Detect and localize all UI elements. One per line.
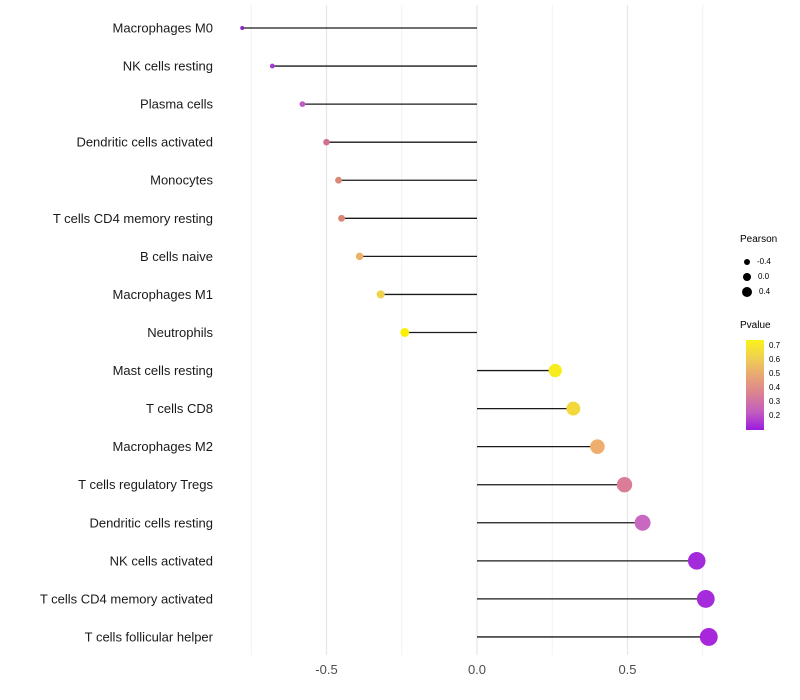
category-label: Neutrophils xyxy=(147,325,213,340)
category-label: T cells CD8 xyxy=(146,401,213,416)
legend-pvalue: Pvalue 0.7 0.6 0.5 0.4 0.3 0.2 xyxy=(740,320,780,430)
x-axis-tick-label: -0.5 xyxy=(315,662,337,677)
category-label: T cells regulatory Tregs xyxy=(78,477,213,492)
category-label: Macrophages M2 xyxy=(113,439,213,454)
pvalue-gradient-bar xyxy=(746,340,764,430)
data-point xyxy=(548,363,562,378)
data-point xyxy=(590,439,605,454)
gradient-tick: 0.5 xyxy=(769,369,781,378)
category-label: Mast cells resting xyxy=(113,363,213,378)
category-label: Dendritic cells activated xyxy=(76,135,213,150)
data-point xyxy=(634,514,651,531)
x-axis-tick-label: 0.5 xyxy=(618,662,636,677)
legend-size-entry: 0.0 xyxy=(740,269,777,284)
legend-pvalue-title: Pvalue xyxy=(740,320,771,331)
legend-size-entry: -0.4 xyxy=(740,254,777,269)
data-point xyxy=(323,138,330,146)
data-point xyxy=(299,101,306,108)
size-label: 0.0 xyxy=(758,272,770,281)
size-label: -0.4 xyxy=(757,257,771,266)
size-dot-large-icon xyxy=(742,286,752,297)
category-label: T cells CD4 memory resting xyxy=(53,211,213,226)
category-label: NK cells resting xyxy=(123,59,213,74)
legend-pearson-title: Pearson xyxy=(740,234,778,245)
data-point xyxy=(687,552,706,570)
x-axis-tick-label: 0.0 xyxy=(468,662,486,677)
category-label: T cells CD4 memory activated xyxy=(40,591,213,606)
gradient-tick: 0.7 xyxy=(769,341,781,350)
category-label: Dendritic cells resting xyxy=(89,515,213,530)
data-point xyxy=(338,214,346,222)
data-point xyxy=(240,26,245,30)
category-label: B cells naive xyxy=(140,249,213,264)
data-point xyxy=(269,63,275,69)
data-point xyxy=(699,628,718,646)
category-label: Plasma cells xyxy=(140,97,213,112)
pvalue-gradient-wrap: 0.7 0.6 0.5 0.4 0.3 0.2 xyxy=(746,340,780,430)
gradient-tick: 0.4 xyxy=(769,383,781,392)
data-point xyxy=(335,176,342,184)
category-label: Macrophages M0 xyxy=(113,21,213,36)
category-label: T cells follicular helper xyxy=(85,629,214,644)
data-point xyxy=(566,401,581,416)
data-point xyxy=(376,290,385,299)
gradient-tick: 0.2 xyxy=(769,411,781,420)
size-label: 0.4 xyxy=(759,287,771,296)
gradient-tick: 0.6 xyxy=(769,355,781,364)
size-dot-medium-icon xyxy=(743,272,751,281)
legend-pearson: Pearson -0.4 0.0 0.4 xyxy=(740,234,777,299)
category-label: Monocytes xyxy=(150,173,213,188)
size-dot-small-icon xyxy=(744,258,750,265)
category-label: Macrophages M1 xyxy=(113,287,213,302)
legend-size-entry: 0.4 xyxy=(740,284,777,299)
data-point xyxy=(616,477,633,493)
gradient-tick: 0.3 xyxy=(769,397,781,406)
category-label: NK cells activated xyxy=(110,553,213,568)
data-point xyxy=(696,589,715,608)
data-point xyxy=(355,252,364,261)
data-point xyxy=(400,328,410,337)
